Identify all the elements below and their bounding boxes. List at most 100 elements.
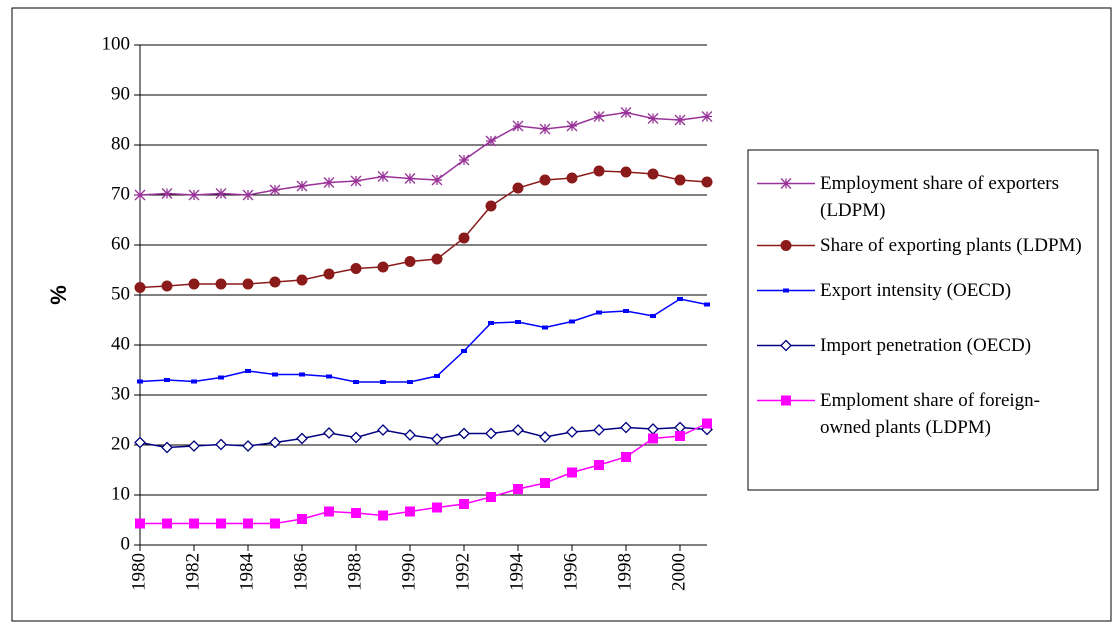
data-point xyxy=(272,372,278,377)
data-point xyxy=(432,502,442,513)
data-point xyxy=(380,380,386,384)
data-point xyxy=(566,172,578,184)
data-point xyxy=(593,424,605,436)
data-point xyxy=(620,107,632,118)
data-point xyxy=(326,374,332,379)
data-point xyxy=(353,380,359,384)
x-tick-label: 1984 xyxy=(236,553,257,592)
data-point xyxy=(512,120,524,132)
data-point xyxy=(674,174,686,186)
data-point xyxy=(218,375,224,380)
y-tick-label: 60 xyxy=(111,233,130,254)
data-point xyxy=(677,297,683,301)
data-point xyxy=(515,320,521,324)
y-tick-label: 0 xyxy=(121,533,131,554)
data-point xyxy=(296,432,308,445)
data-point xyxy=(164,378,170,382)
data-point xyxy=(431,433,443,445)
data-point xyxy=(594,460,604,470)
y-tick-label: 100 xyxy=(102,33,131,54)
y-tick-label: 10 xyxy=(111,483,130,504)
data-point xyxy=(350,431,362,444)
data-point xyxy=(188,189,200,201)
data-point xyxy=(569,319,575,324)
data-point xyxy=(647,168,659,180)
y-tick-label: 20 xyxy=(111,433,130,454)
data-point xyxy=(215,278,227,290)
y-axis-label: % xyxy=(46,285,71,305)
data-point xyxy=(351,508,361,518)
x-tick-label: 1992 xyxy=(452,553,473,591)
data-point xyxy=(542,325,548,330)
data-point xyxy=(485,427,497,440)
series-line xyxy=(139,111,708,196)
series-line xyxy=(140,422,708,525)
data-point xyxy=(620,166,632,178)
data-point xyxy=(323,177,335,188)
legend-label: Import penetration (OECD) xyxy=(820,335,1032,356)
data-point xyxy=(593,165,605,177)
data-point xyxy=(242,278,254,290)
data-point xyxy=(566,426,578,438)
series-line xyxy=(139,170,708,289)
data-point xyxy=(299,372,305,377)
data-point xyxy=(350,175,362,187)
y-tick-label: 90 xyxy=(111,83,130,104)
legend-label: Emploment share of foreign-owned plants … xyxy=(820,390,1041,438)
x-tick-label: 2000 xyxy=(668,553,689,591)
data-point xyxy=(269,436,281,449)
data-point xyxy=(377,171,389,182)
data-point xyxy=(567,467,577,478)
data-point xyxy=(621,452,631,462)
y-tick-label: 50 xyxy=(111,283,130,304)
y-tick-label: 80 xyxy=(111,133,130,154)
y-tick-label: 30 xyxy=(111,383,130,404)
data-point xyxy=(188,440,200,452)
data-point xyxy=(485,135,497,147)
data-point xyxy=(648,433,658,444)
data-point xyxy=(323,268,335,280)
data-point xyxy=(242,189,254,201)
data-point xyxy=(512,182,524,194)
data-point xyxy=(134,189,146,201)
data-point xyxy=(704,302,710,307)
data-point xyxy=(134,436,146,449)
data-point xyxy=(245,369,251,373)
data-point xyxy=(216,518,226,529)
x-tick-label: 1998 xyxy=(614,553,635,591)
series-line xyxy=(139,298,708,383)
data-point xyxy=(404,256,416,267)
data-point xyxy=(702,418,712,429)
data-point xyxy=(378,510,388,521)
data-point xyxy=(296,274,308,286)
legend-marker xyxy=(780,178,792,189)
data-point xyxy=(215,188,227,199)
data-point xyxy=(539,174,551,186)
data-point xyxy=(485,200,497,212)
legend-marker xyxy=(780,240,792,251)
data-point xyxy=(461,349,467,353)
data-point xyxy=(350,263,362,274)
data-point xyxy=(623,309,629,313)
data-point xyxy=(407,380,413,384)
data-point xyxy=(404,429,416,441)
data-point xyxy=(134,282,146,293)
legend-marker xyxy=(781,395,791,406)
data-point xyxy=(647,113,659,124)
data-point xyxy=(431,174,443,186)
data-point xyxy=(269,276,281,288)
x-tick-label: 1980 xyxy=(128,553,149,591)
data-point xyxy=(297,514,307,524)
x-tick-label: 1994 xyxy=(506,553,527,592)
x-tick-label: 1996 xyxy=(560,553,581,591)
data-point xyxy=(620,421,632,434)
data-point xyxy=(650,314,656,318)
data-point xyxy=(488,321,494,325)
y-tick-label: 40 xyxy=(111,333,130,354)
data-point xyxy=(674,114,686,126)
x-tick-label: 1986 xyxy=(290,553,311,591)
data-point xyxy=(161,280,173,292)
y-tick-label: 70 xyxy=(111,183,130,204)
x-tick-label: 1982 xyxy=(182,553,203,591)
